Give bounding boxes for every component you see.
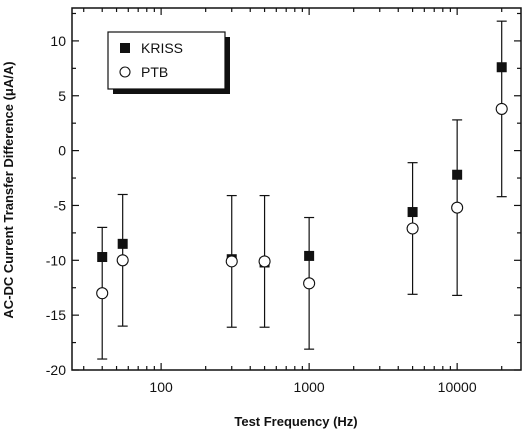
series-ptb [96,102,508,300]
legend-kriss-label: KRISS [141,40,183,56]
ptb-point [116,254,129,267]
legend: KRISS PTB [107,31,230,94]
legend-ptb-marker [119,66,131,78]
ptb-point [258,255,271,268]
y-tick-label: -20 [46,362,66,378]
legend-kriss-marker [120,43,130,53]
y-tick-label: 10 [50,33,66,49]
y-axis-ticks: -20 -15 -10 -5 0 5 10 [46,12,521,378]
legend-box [107,31,226,90]
y-tick-label: -10 [46,252,66,268]
x-axis-title: Test Frequency (Hz) [234,414,357,429]
kriss-point [452,169,463,180]
y-tick-label: 0 [58,143,66,159]
legend-ptb-label: PTB [141,64,168,80]
y-tick-label: 5 [58,88,66,104]
y-tick-label: -15 [46,307,66,323]
kriss-point [97,252,108,263]
kriss-point [407,207,418,218]
plot-frame [71,7,522,371]
y-axis-title: AC-DC Current Transfer Difference (μA/A) [1,61,16,318]
x-tick-label: 1000 [294,379,325,395]
ptb-point [96,287,109,300]
kriss-point [496,62,507,73]
ptb-point [451,201,464,214]
kriss-point [304,250,315,261]
x-tick-label: 100 [149,379,173,395]
y-tick-label: -5 [54,197,67,213]
ptb-point [406,222,419,235]
x-axis-ticks: 100 1000 10000 [83,8,503,395]
ptb-point [303,277,316,290]
x-tick-label: 10000 [438,379,477,395]
kriss-point [117,238,128,249]
ptb-point [225,255,238,268]
ptb-point [495,102,508,115]
